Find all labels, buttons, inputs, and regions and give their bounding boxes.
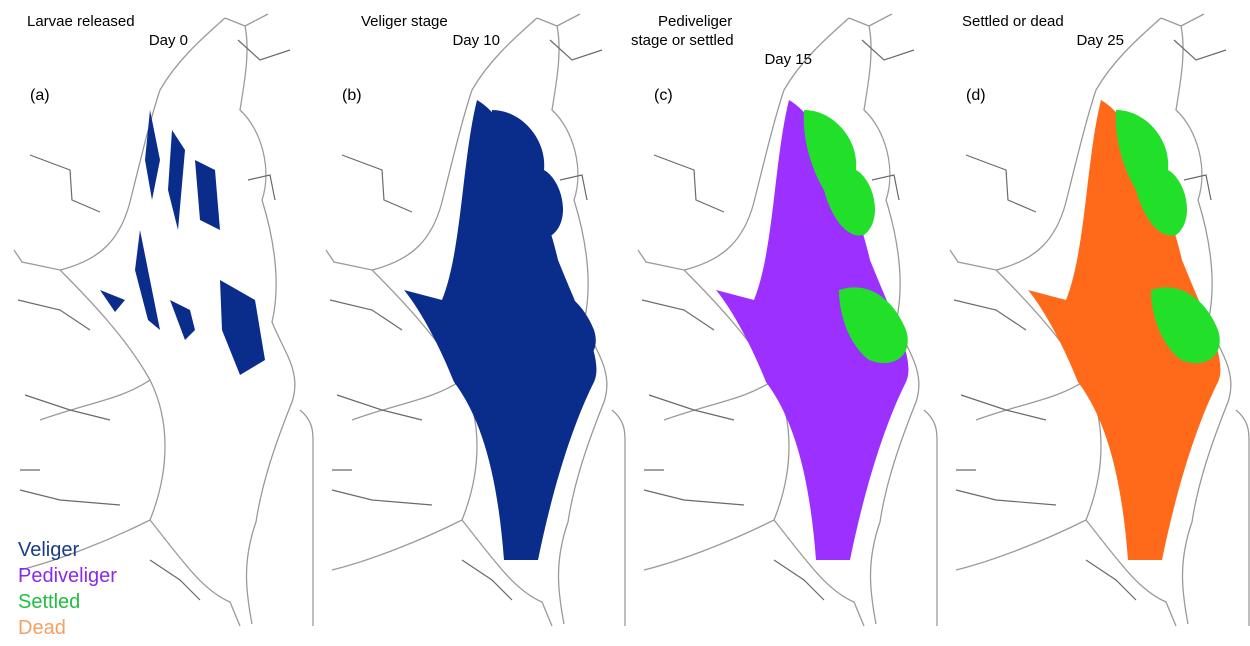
legend-entry: Dead (18, 617, 66, 639)
panel-title: Larvae released (27, 13, 135, 30)
map-panel: Pediveliger stage or settled Day 15 (c) (631, 13, 938, 627)
panel-title: stage or settled (631, 32, 734, 49)
panel-title: Veliger stage (361, 13, 448, 30)
panel-title: Settled or dead (962, 13, 1064, 30)
panel-label: (d) (966, 87, 986, 104)
legend-entry: Veliger (18, 539, 79, 561)
panel-title: Day 0 (149, 32, 188, 49)
panel-title: Pediveliger (658, 13, 732, 30)
map-panel: Settled or dead Day 25 (d) (949, 13, 1250, 627)
panel-label: (a) (30, 87, 50, 104)
larvae-area (100, 110, 265, 375)
panel-label: (c) (654, 87, 673, 104)
panel-title: Day 10 (452, 32, 500, 49)
legend-entry: Pediveliger (18, 565, 117, 587)
coastline (13, 13, 314, 627)
map-panel: Larvae released Day 0 (a) (13, 13, 314, 627)
panel-title: Day 15 (764, 51, 812, 68)
legend-entry: Settled (18, 591, 80, 613)
panel-title: Day 25 (1076, 32, 1124, 49)
panel-label: (b) (342, 87, 362, 104)
